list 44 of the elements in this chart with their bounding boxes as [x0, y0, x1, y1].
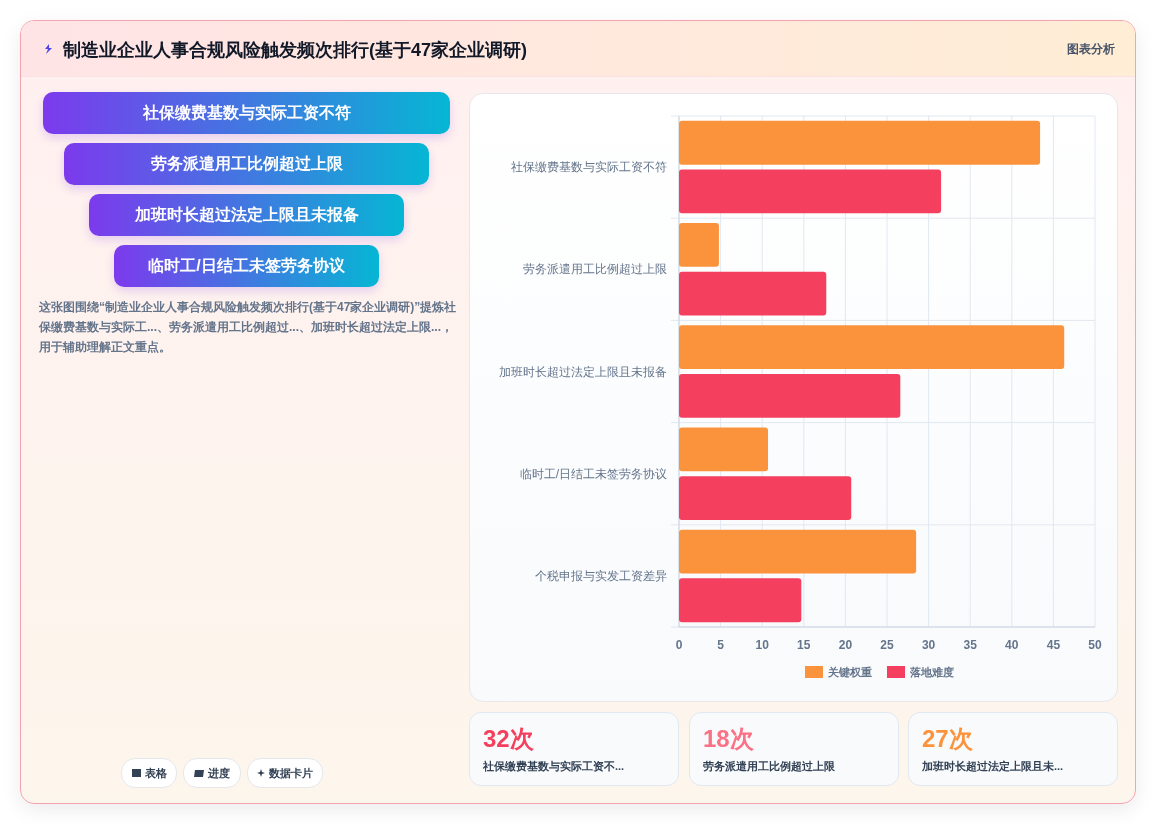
bar [679, 427, 769, 472]
x-tick-label: 20 [838, 638, 853, 652]
y-tick-label: 劳务派遣用工比例超过上限 [523, 262, 667, 277]
text: 32次 [483, 724, 534, 754]
y-tick-label: 个税申报与实发工资差异 [535, 568, 667, 583]
text: 临时工/日结工未签劳务协议 [114, 245, 379, 287]
x-tick-label: 35 [963, 638, 978, 652]
x-tick-label: 15 [797, 638, 811, 652]
text: 社保缴费基数与实际工资不符 [43, 92, 450, 134]
bar [679, 529, 917, 574]
text: 进度 [208, 765, 230, 781]
text: 图表分析 [1067, 41, 1115, 58]
text: 18次 [703, 724, 754, 754]
text: 这张图围绕“制造业企业人事合规风险触发频次排行(基于47家企业调研)”提炼社保缴费基数与实际工...、劳务派遣用工比例超过...、加班时长超过法定上限...，用于辅助理解正文重点。 [39, 299, 458, 356]
text: 27次 [922, 724, 973, 754]
text: 数据卡片 [269, 765, 313, 781]
text: 劳务派遣用工比例超过上限 [703, 759, 835, 774]
text: 加班时长超过法定上限且未报备 [89, 194, 404, 236]
y-tick-label: 社保缴费基数与实际工资不符 [511, 160, 667, 175]
bar [679, 476, 852, 520]
x-tick-label: 10 [755, 638, 770, 652]
x-tick-label: 45 [1046, 638, 1061, 652]
text: 社保缴费基数与实际工资不... [483, 759, 625, 774]
x-tick-label: 30 [921, 638, 936, 652]
x-tick-label: 50 [1088, 638, 1102, 652]
x-tick-label: 5 [717, 638, 725, 652]
bar [679, 373, 901, 418]
bar [679, 578, 802, 623]
x-tick-label: 25 [880, 638, 894, 652]
bar [679, 325, 1065, 370]
text: 劳务派遣用工比例超过上限 [64, 143, 429, 185]
text: 加班时长超过法定上限且未... [922, 759, 1064, 774]
legend-label: 落地难度 [909, 666, 954, 678]
legend-label: 关键权重 [827, 666, 872, 678]
text: 制造业企业人事合规风险触发频次排行(基于47家企业调研) [63, 39, 528, 62]
bar [679, 223, 719, 267]
bar [679, 169, 942, 214]
x-tick-label: 0 [675, 638, 683, 652]
y-tick-label: 加班时长超过法定上限且未报备 [499, 364, 667, 379]
text: 表格 [144, 765, 167, 781]
y-tick-label: 临时工/日结工未签劳务协议 [519, 466, 667, 481]
bar [679, 271, 827, 316]
bar [679, 120, 1041, 165]
x-tick-label: 40 [1005, 638, 1019, 652]
